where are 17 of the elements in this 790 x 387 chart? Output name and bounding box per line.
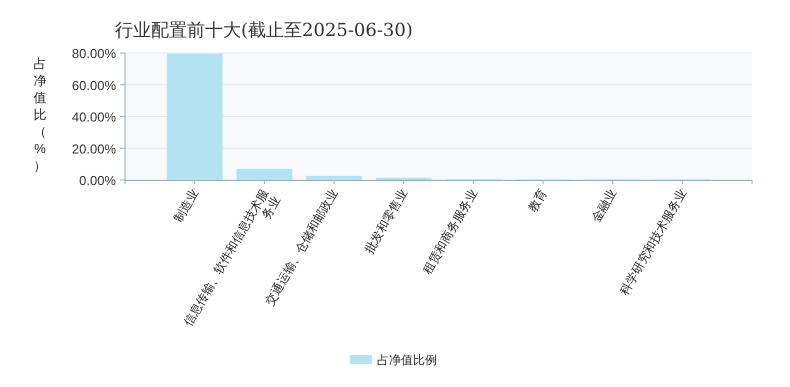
y-axis-title: 占净值比（%）	[34, 56, 46, 173]
x-tick-label: 批发和零售业	[362, 186, 410, 256]
legend-label: 占净值比例	[377, 353, 437, 367]
y-tick-label: 40.00%	[72, 110, 116, 124]
x-tick-label: 租赁和商务服务业	[420, 186, 480, 277]
x-tick-label: 金融业	[589, 186, 620, 225]
y-tick-label: 60.00%	[72, 78, 116, 93]
chart-title: 行业配置前十大(截止至2025-06-30)	[115, 20, 413, 41]
bar	[236, 168, 292, 180]
y-tick-label: 80.00%	[72, 46, 116, 61]
x-tick-label: 科学研究和技术服务业	[616, 186, 689, 298]
y-tick-label: 20.00%	[72, 141, 116, 156]
x-tick-label: 教育	[525, 186, 550, 214]
x-tick-label: 制造业	[171, 186, 202, 225]
bar	[306, 176, 362, 180]
bar	[166, 54, 223, 180]
y-tick-label: 0.00%	[79, 173, 116, 188]
